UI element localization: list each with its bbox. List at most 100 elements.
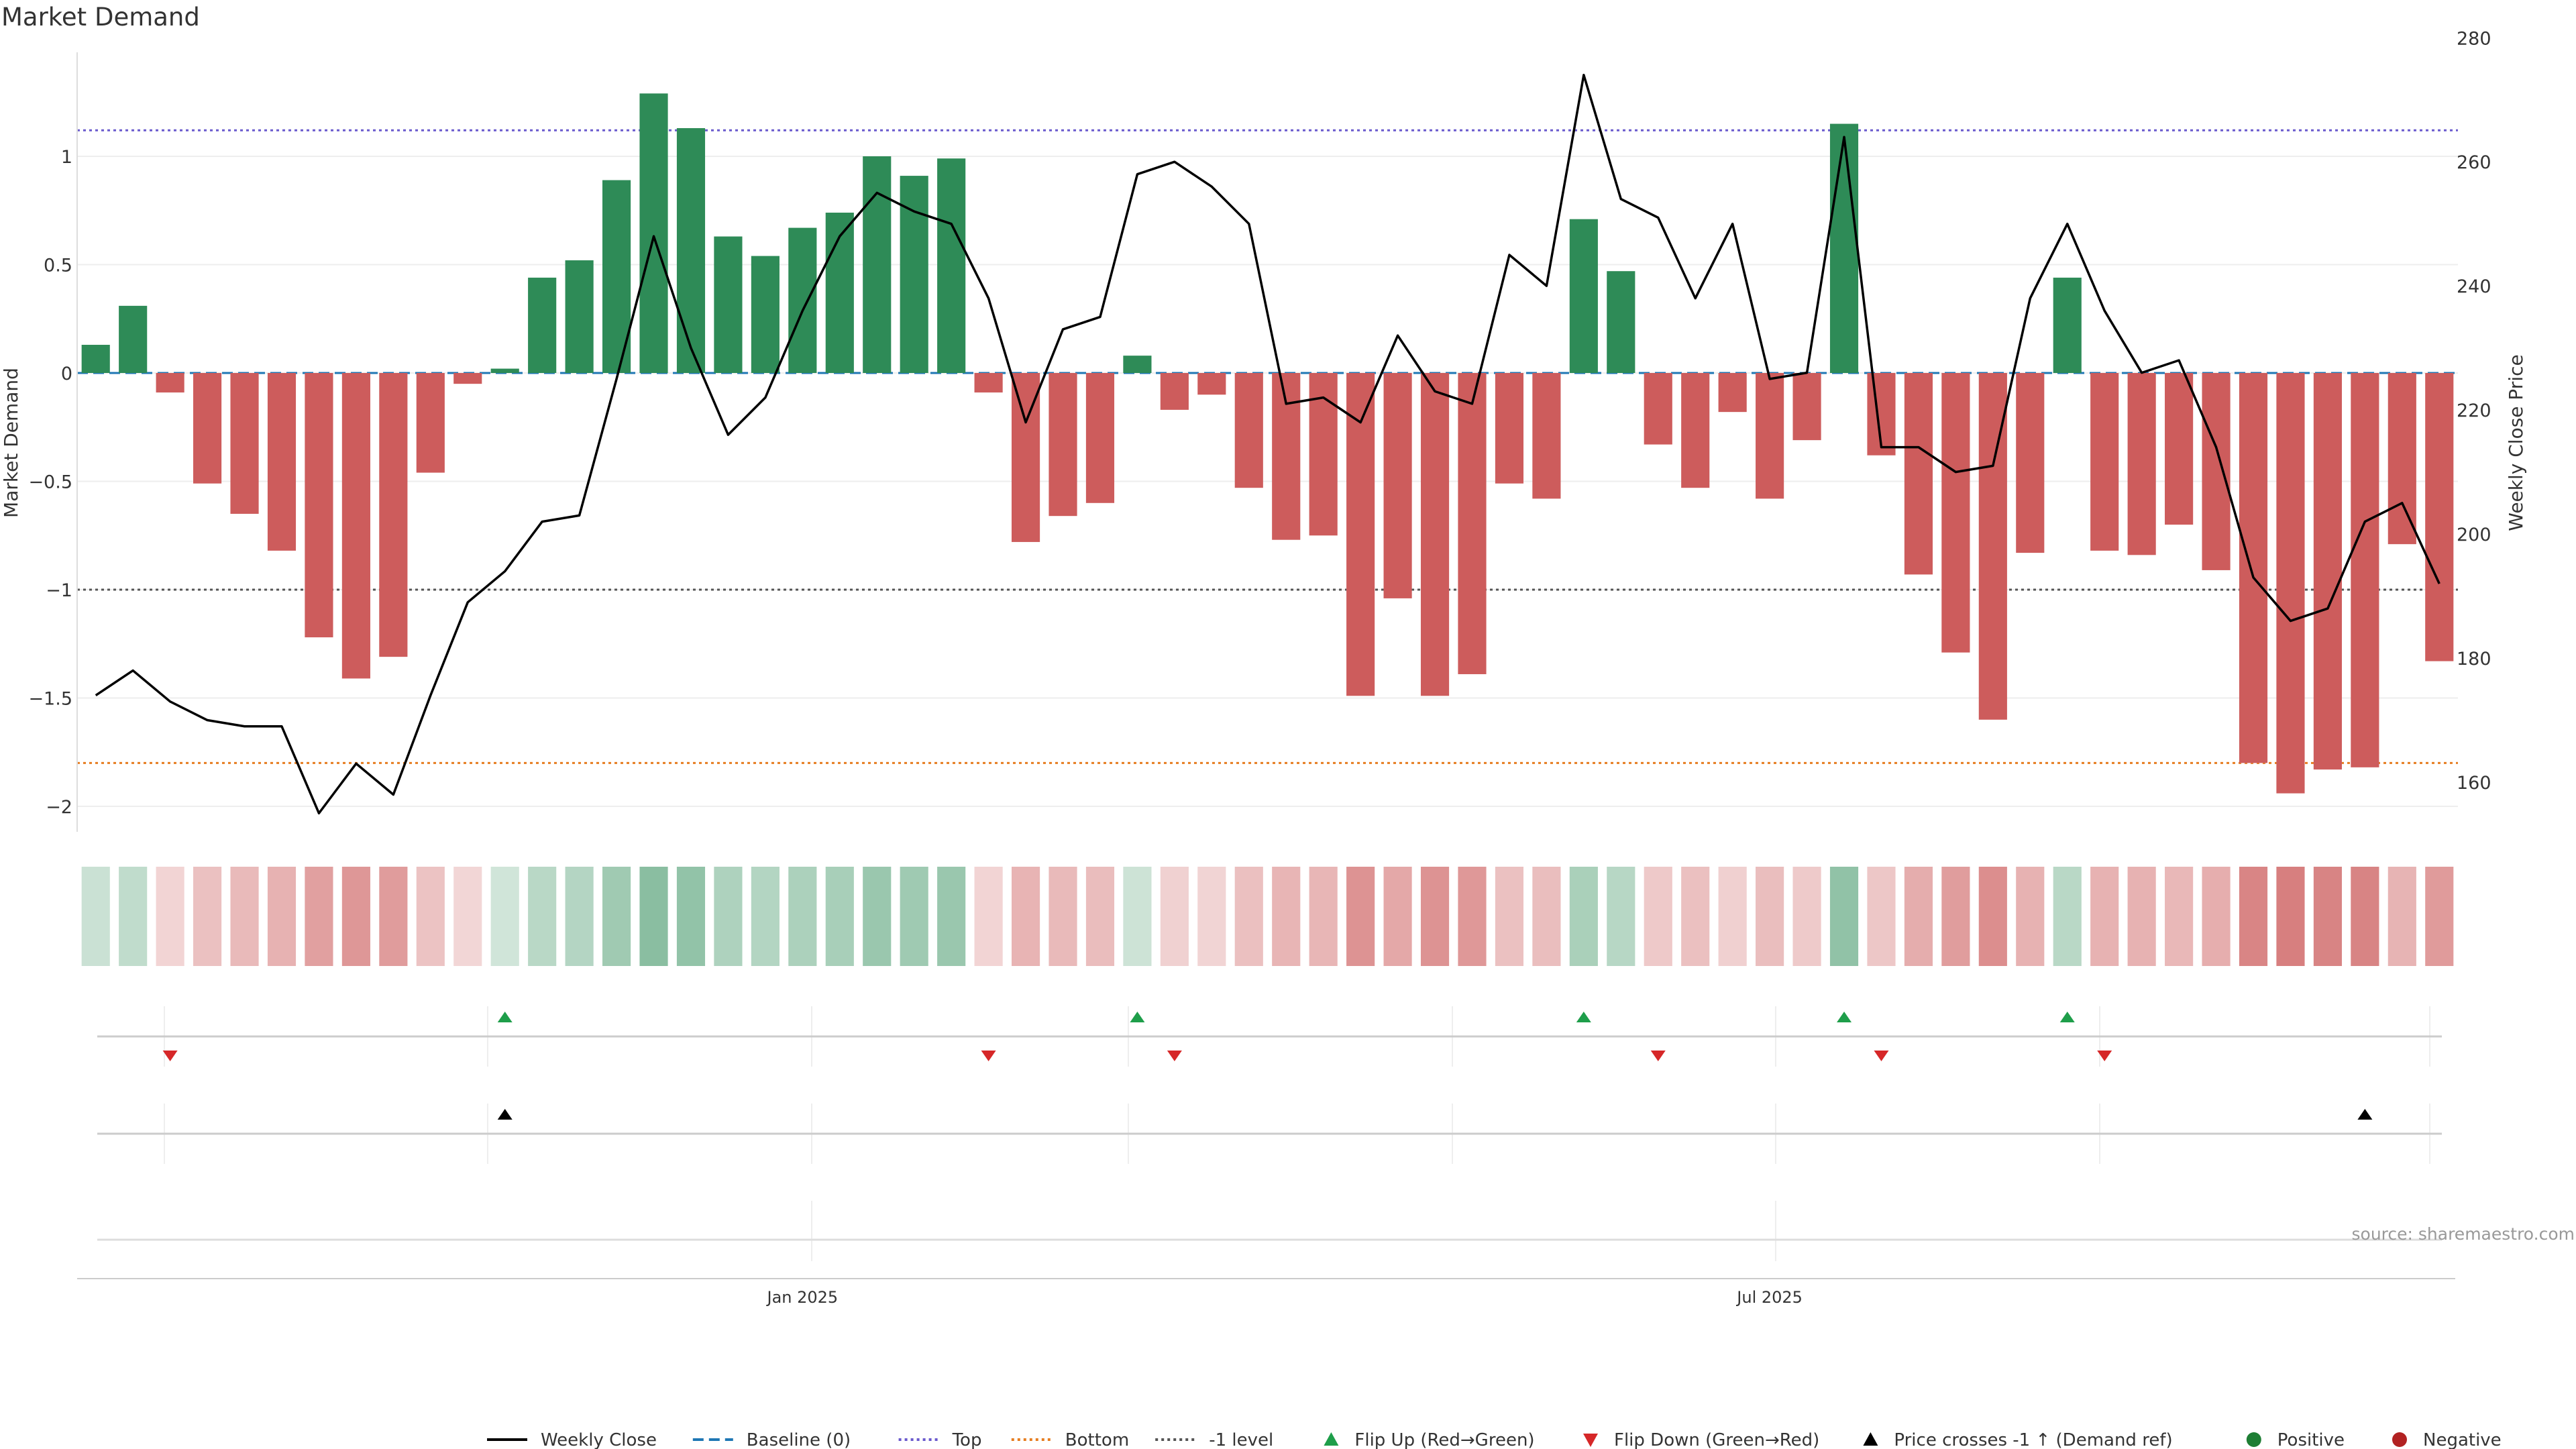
- legend-item: Flip Up (Red→Green): [1324, 1430, 1535, 1449]
- demand-bar: [2387, 373, 2416, 545]
- demand-bar: [1346, 373, 1375, 696]
- demand-bar: [490, 368, 519, 373]
- legend: Weekly Close Baseline (0) Top Bottom -1 leve…: [487, 1430, 2502, 1449]
- price-cross-marker: [2357, 1109, 2373, 1120]
- demand-heat-cell: [1644, 867, 1672, 966]
- demand-bar: [156, 373, 184, 393]
- demand-bar: [1756, 373, 1784, 499]
- legend-label: Flip Up (Red→Green): [1354, 1430, 1534, 1449]
- legend-item: Positive: [2246, 1430, 2345, 1449]
- demand-bar: [2239, 373, 2268, 763]
- demand-bar: [341, 373, 370, 679]
- demand-bar: [714, 236, 743, 373]
- legend-item: -1 level: [1155, 1430, 1273, 1449]
- demand-heat-cell: [676, 867, 706, 966]
- demand-bar: [379, 373, 408, 657]
- legend-label: Positive: [2277, 1430, 2345, 1449]
- demand-bar: [1904, 373, 1933, 575]
- demand-bar: [1085, 373, 1115, 503]
- demand-heat-cell: [267, 867, 297, 966]
- legend-item: Flip Down (Green→Red): [1583, 1430, 1819, 1449]
- demand-bars: [81, 93, 2454, 794]
- legend-item: Negative: [2392, 1430, 2502, 1449]
- legend-label: Flip Down (Green→Red): [1614, 1430, 1819, 1449]
- demand-heat-cell: [2351, 867, 2379, 966]
- y2-tick-label: 220: [2457, 400, 2491, 421]
- demand-bar: [2425, 373, 2454, 661]
- demand-bar: [565, 260, 594, 373]
- demand-bar: [1978, 373, 2007, 720]
- demand-heat-strip: [81, 867, 2454, 966]
- empty-panel: [97, 1201, 2442, 1261]
- demand-heat-cell: [751, 867, 780, 966]
- legend-item: Weekly Close: [487, 1430, 657, 1449]
- y2-tick-label: 160: [2457, 773, 2491, 794]
- demand-heat-cell: [1867, 867, 1896, 966]
- demand-heat-cell: [714, 867, 743, 966]
- y2-axis-label: Weekly Close Price: [2505, 354, 2527, 531]
- legend-label: Weekly Close: [541, 1430, 657, 1449]
- flip-up-marker: [1576, 1012, 1591, 1022]
- demand-heat-cell: [937, 867, 966, 966]
- demand-heat-cell: [565, 867, 594, 966]
- demand-heat-cell: [2165, 867, 2194, 966]
- flip-down-marker: [1650, 1051, 1666, 1061]
- demand-bar: [1607, 271, 1635, 373]
- legend-triangle-up-icon: [1863, 1432, 1878, 1446]
- demand-bar: [2313, 373, 2342, 770]
- flip-up-marker: [1130, 1012, 1145, 1022]
- flip-down-marker: [1167, 1051, 1182, 1061]
- legend-label: Baseline (0): [747, 1430, 851, 1449]
- demand-heat-cell: [639, 867, 668, 966]
- demand-bar: [863, 156, 892, 373]
- demand-bar: [305, 373, 333, 638]
- chart-title: Market Demand: [1, 3, 200, 32]
- demand-heat-cell: [1792, 867, 1821, 966]
- demand-bar: [1792, 373, 1821, 441]
- y2-tick-label: 180: [2457, 649, 2491, 669]
- weekly-close-line: [95, 73, 2440, 815]
- legend-label: Negative: [2423, 1430, 2502, 1449]
- legend-label: -1 level: [1209, 1430, 1273, 1449]
- demand-bar: [1941, 373, 1970, 653]
- y2-tick-label: 260: [2457, 152, 2491, 173]
- demand-bar: [1383, 373, 1412, 598]
- demand-heat-cell: [1197, 867, 1226, 966]
- price-cross-marker: [497, 1109, 513, 1120]
- demand-heat-cell: [1011, 867, 1040, 966]
- y2-tick-label: 280: [2457, 28, 2491, 49]
- flip-markers-panel: [97, 1006, 2442, 1067]
- demand-bar: [267, 373, 297, 551]
- demand-bar: [1234, 373, 1263, 488]
- y-tick-label: 0.5: [44, 256, 72, 276]
- legend-item: Baseline (0): [692, 1430, 851, 1449]
- demand-heat-cell: [1681, 867, 1710, 966]
- demand-heat-cell: [528, 867, 557, 966]
- demand-heat-cell: [2053, 867, 2082, 966]
- flip-down-marker: [981, 1051, 996, 1061]
- demand-heat-cell: [81, 867, 110, 966]
- legend-item: Bottom: [1011, 1430, 1129, 1449]
- legend-item: Price crosses -1 ↑ (Demand ref): [1863, 1430, 2173, 1449]
- demand-heat-cell: [1607, 867, 1635, 966]
- demand-heat-cell: [2387, 867, 2416, 966]
- demand-bar: [937, 158, 966, 374]
- demand-heat-cell: [193, 867, 222, 966]
- demand-bar: [1420, 373, 1450, 696]
- y-tick-label: −1.5: [28, 689, 72, 710]
- demand-heat-cell: [788, 867, 817, 966]
- demand-bar: [676, 128, 706, 373]
- y-axis-label: Market Demand: [0, 368, 22, 518]
- demand-bar: [2090, 373, 2119, 551]
- demand-heat-cell: [341, 867, 370, 966]
- demand-heat-cell: [1569, 867, 1598, 966]
- legend-item: Top: [898, 1430, 981, 1449]
- legend-label: Price crosses -1 ↑ (Demand ref): [1894, 1430, 2172, 1449]
- demand-heat-cell: [1160, 867, 1189, 966]
- x-tick-label: Jan 2025: [765, 1288, 838, 1307]
- legend-triangle-down-icon: [1583, 1434, 1598, 1447]
- demand-heat-cell: [974, 867, 1003, 966]
- demand-bar: [1160, 373, 1189, 410]
- demand-bar: [453, 373, 482, 384]
